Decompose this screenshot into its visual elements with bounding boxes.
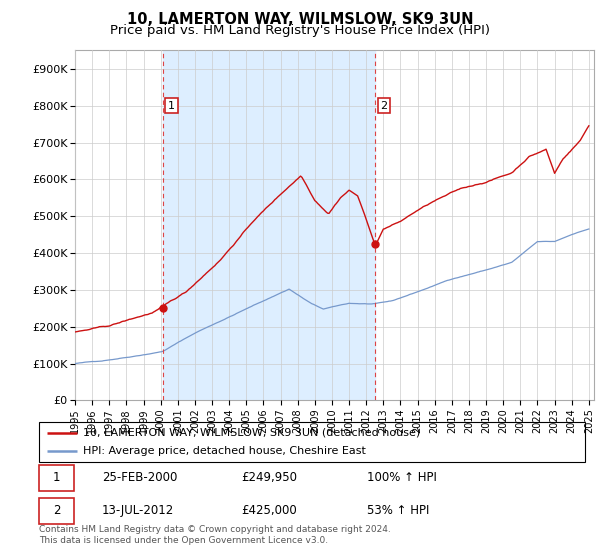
Bar — [39, 465, 74, 491]
Text: 1: 1 — [53, 471, 61, 484]
Text: 2: 2 — [380, 101, 388, 111]
Text: 1: 1 — [168, 101, 175, 111]
Text: 53% ↑ HPI: 53% ↑ HPI — [367, 504, 429, 517]
Bar — [39, 498, 74, 524]
Text: 10, LAMERTON WAY, WILMSLOW, SK9 3UN (detached house): 10, LAMERTON WAY, WILMSLOW, SK9 3UN (det… — [83, 428, 420, 437]
Text: HPI: Average price, detached house, Cheshire East: HPI: Average price, detached house, Ches… — [83, 446, 365, 456]
Text: Price paid vs. HM Land Registry's House Price Index (HPI): Price paid vs. HM Land Registry's House … — [110, 24, 490, 36]
Text: Contains HM Land Registry data © Crown copyright and database right 2024.
This d: Contains HM Land Registry data © Crown c… — [39, 525, 391, 545]
Text: 13-JUL-2012: 13-JUL-2012 — [102, 504, 174, 517]
Bar — [163, 50, 376, 400]
Text: 2: 2 — [53, 504, 61, 517]
Text: 100% ↑ HPI: 100% ↑ HPI — [367, 471, 436, 484]
Text: 25-FEB-2000: 25-FEB-2000 — [102, 471, 177, 484]
Text: £249,950: £249,950 — [241, 471, 297, 484]
Text: £425,000: £425,000 — [241, 504, 297, 517]
Text: 10, LAMERTON WAY, WILMSLOW, SK9 3UN: 10, LAMERTON WAY, WILMSLOW, SK9 3UN — [127, 12, 473, 27]
